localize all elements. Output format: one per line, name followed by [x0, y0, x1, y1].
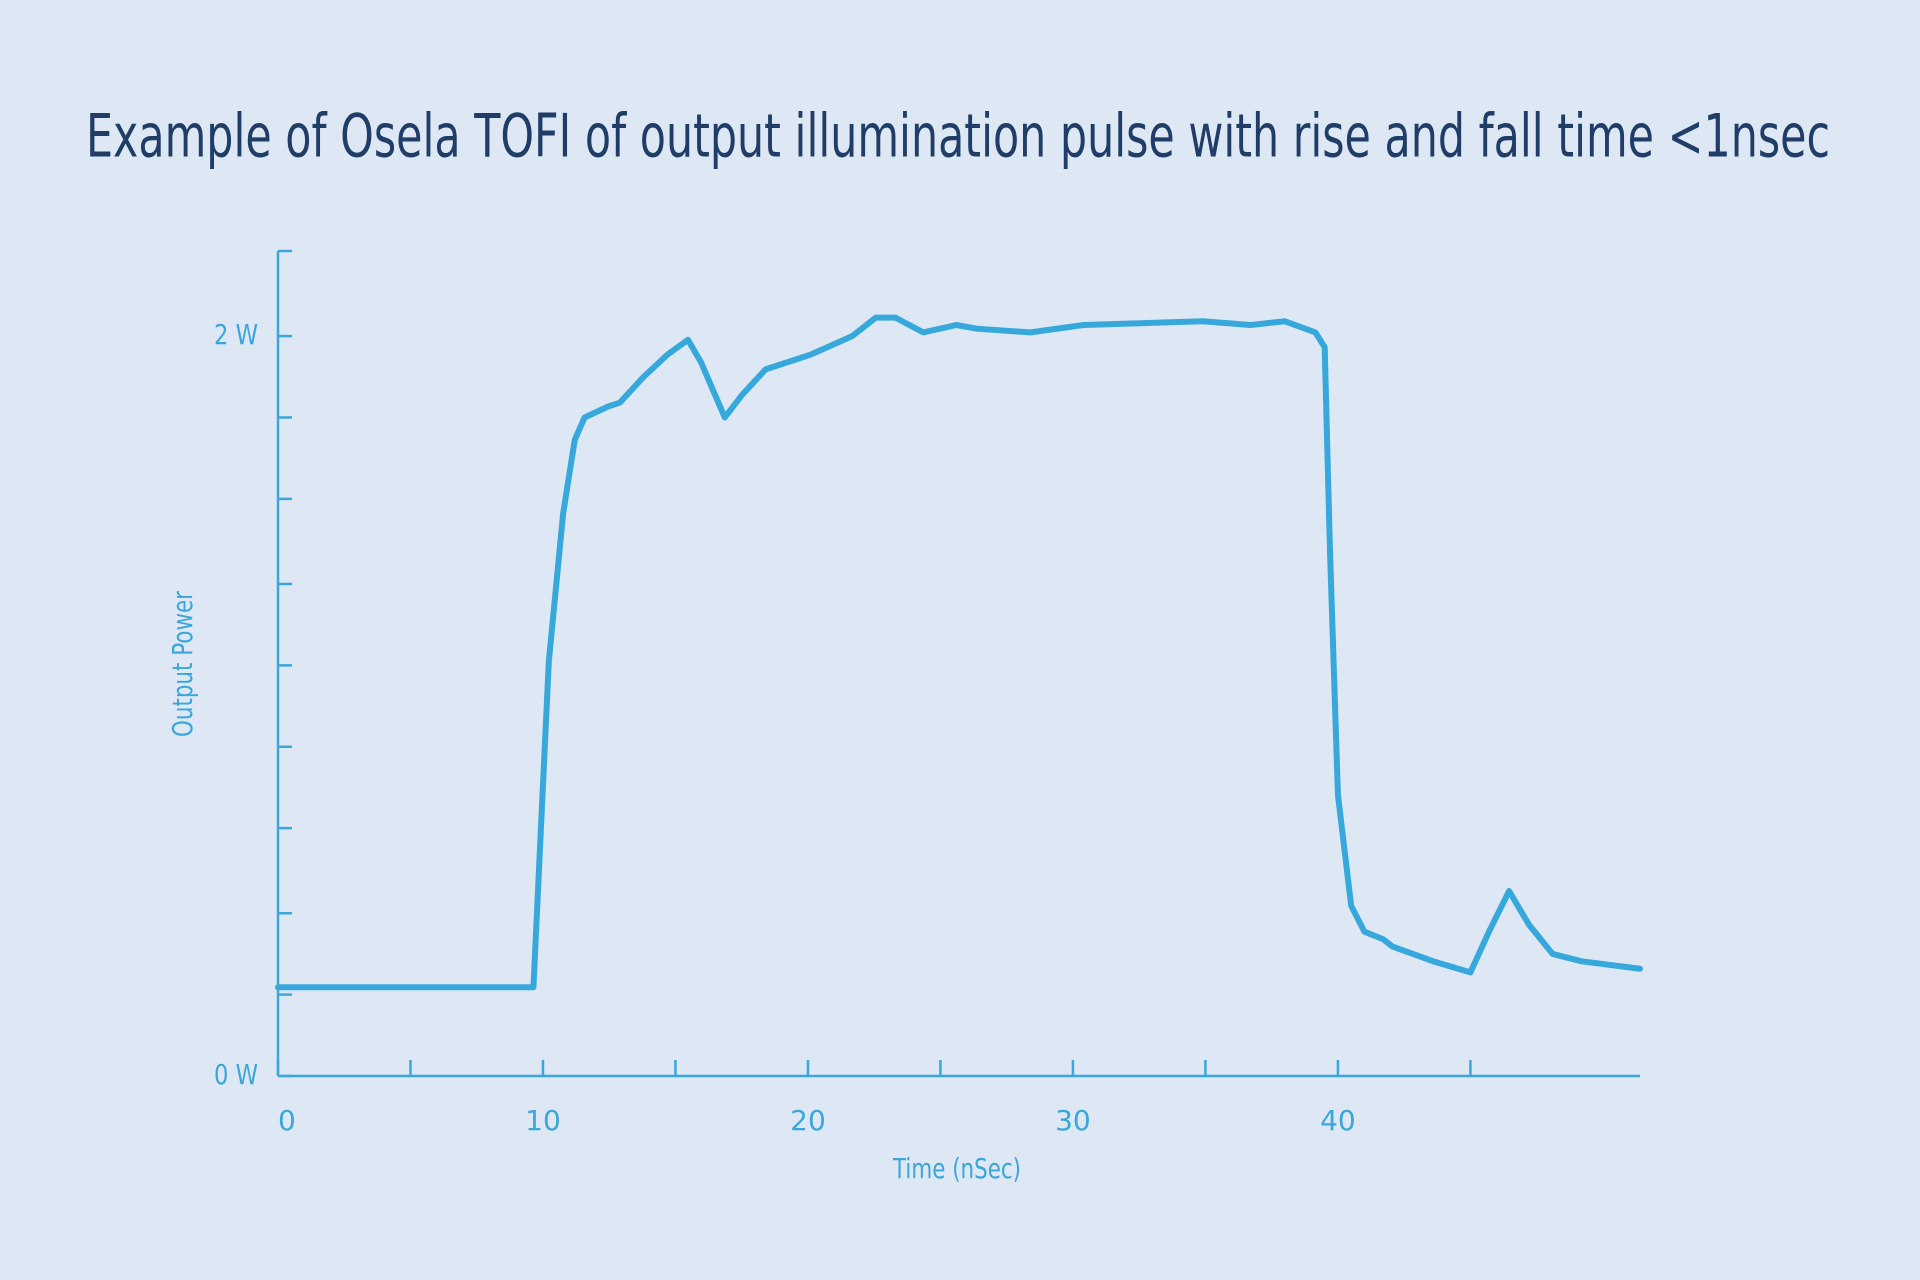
x-tick-label: 20: [790, 1104, 826, 1137]
x-axis-label: Time (nSec): [892, 1152, 1021, 1185]
x-tick-label: 10: [525, 1104, 561, 1137]
data-line: [275, 314, 1643, 991]
x-tick-label: 30: [1055, 1104, 1091, 1137]
x-tick-label: 40: [1320, 1104, 1356, 1137]
y-axis-label: Output Power: [166, 591, 199, 737]
y-tick-label: 0 W: [214, 1058, 258, 1091]
y-tick-label: 2 W: [214, 318, 258, 351]
chart-title: Example of Osela TOFI of output illumina…: [86, 102, 1830, 172]
x-tick-label: 0: [278, 1104, 296, 1137]
